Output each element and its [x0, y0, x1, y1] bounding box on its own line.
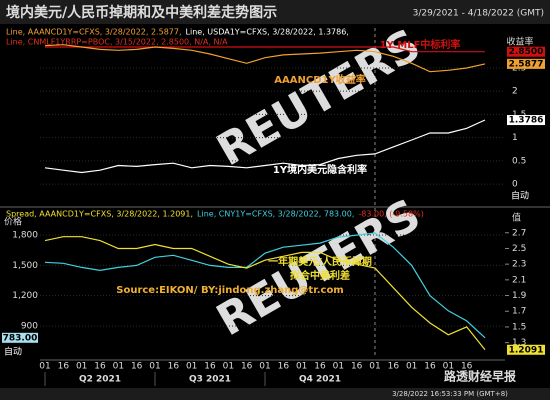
legend-entry: Spread, AAANCD1Y=CFXS, 3/28/2022, 1.2091… — [6, 210, 193, 219]
y2-tick-label: 1.3 — [512, 338, 526, 348]
x-tick-label: 01 — [443, 362, 454, 372]
annotation: 一年期美元/人民币掉期 — [268, 255, 372, 268]
annotation: Source:EIKON/ BY:jindong.zhang@tr.com — [116, 285, 343, 296]
y2-tick-label: 1.5 — [512, 322, 526, 332]
y-tick-label: 0 — [512, 180, 518, 190]
y-tick-label: 0.5 — [512, 156, 526, 166]
x-tick-label: 01 — [186, 362, 197, 372]
series-annotation: 1Y MLF中标利率 — [380, 38, 461, 51]
series-line — [45, 46, 485, 53]
status: 3/28/2022 16:53:33 PM (GMT+8) — [392, 390, 508, 398]
quarter-label: Q3 2021 — [189, 375, 231, 385]
y2-tick-label: 2.5 — [512, 244, 526, 254]
annotation: 拟合中美利差 — [290, 269, 350, 282]
value-tag-bg — [507, 58, 545, 69]
y-tick-label: 1,200 — [12, 291, 38, 301]
quarter-label: Q4 2021 — [299, 375, 341, 385]
y-tick-label: 2 — [512, 87, 518, 97]
series-annotation: 1Y境内美元隐含利率 — [273, 163, 367, 176]
x-tick-label: 16 — [314, 362, 326, 372]
auto-label: 自动 — [511, 190, 529, 202]
x-tick-label: 16 — [204, 362, 216, 372]
legend-entry: Line, USDA1Y=CFXS, 3/28/2022, 1.3786, — [186, 28, 349, 37]
x-tick-label: 16 — [388, 362, 400, 372]
x-tick-label: 01 — [113, 362, 124, 372]
series-line — [44, 232, 486, 339]
value-tag-bg — [2, 332, 38, 343]
y-tick-label: 1,500 — [12, 261, 38, 271]
x-tick-label: 16 — [351, 362, 363, 372]
legend-entry: Line, AAANCD1Y=CFXS, 3/28/2022, 2.5877, — [6, 28, 182, 37]
y-axis-label: 价格 — [4, 216, 22, 228]
logo: 路透财经早报 — [444, 369, 516, 384]
legend-entry: -83.00, (-9.58%) — [358, 210, 423, 219]
status-bar — [0, 388, 550, 400]
y2-axis-label: 值 — [512, 212, 521, 224]
value-tag-bg — [507, 46, 545, 57]
title: 境内美元/人民币掉期和及中美利差走势图示 — [6, 4, 277, 21]
x-tick-label: 01 — [76, 362, 87, 372]
y-tick-label: 900 — [21, 321, 38, 331]
x-tick-label: 01 — [39, 362, 50, 372]
y2-tick-label: 2.7 — [512, 228, 526, 238]
x-tick-label: 01 — [333, 362, 344, 372]
legend-entry: Line, CNY1Y=CFXS, 3/28/2022, 783.00, — [197, 210, 354, 219]
y2-tick-label: 1.7 — [512, 307, 526, 317]
quarter-label: Q2 2021 — [79, 375, 121, 385]
x-tick-label: 16 — [131, 362, 143, 372]
x-tick-label: 01 — [259, 362, 270, 372]
x-tick-label: 01 — [149, 362, 160, 372]
y2-tick-label: 2.3 — [512, 260, 526, 270]
value-tag-bg — [507, 115, 545, 126]
value-tag: 2.5877 — [509, 59, 544, 69]
series-annotation: AAANCD1Y收益率 — [274, 73, 365, 86]
y-tick-label: 1,800 — [12, 231, 38, 241]
x-tick-label: 01 — [223, 362, 234, 372]
value-tag: 1.3786 — [509, 116, 544, 126]
value-tag: 783.00 — [3, 333, 38, 343]
series-line — [44, 44, 486, 73]
value-tag: 1.2091 — [509, 345, 544, 355]
x-tick-label: 16 — [168, 362, 180, 372]
value-tag-bg — [507, 344, 545, 355]
x-tick-label: 16 — [424, 362, 436, 372]
legend-entry: Line, CNMLF1YRRP=PBOC, 3/15/2022, 2.8500… — [6, 38, 228, 47]
series-line — [44, 236, 486, 351]
x-tick-label: 16 — [241, 362, 253, 372]
date-range: 3/29/2021 - 4/18/2022 (GMT) — [413, 9, 544, 19]
auto-label: 自动 — [4, 346, 22, 358]
y-tick-label: 1.5 — [512, 110, 526, 120]
x-tick-label: 16 — [58, 362, 70, 372]
x-tick-label: 16 — [278, 362, 290, 372]
x-tick-label: 01 — [296, 362, 307, 372]
y-axis-label: 收益率 — [506, 36, 533, 48]
y2-tick-label: 1.9 — [512, 291, 527, 301]
x-tick-label: 01 — [369, 362, 380, 372]
series-line — [44, 119, 486, 174]
x-tick-label: 01 — [406, 362, 417, 372]
y2-tick-label: 2.1 — [512, 275, 526, 285]
title-bar — [0, 0, 550, 24]
x-tick-label: 16 — [461, 362, 473, 372]
x-tick-label: 16 — [94, 362, 106, 372]
value-tag: 2.8500 — [509, 47, 544, 57]
y-tick-label: 1 — [512, 133, 518, 143]
